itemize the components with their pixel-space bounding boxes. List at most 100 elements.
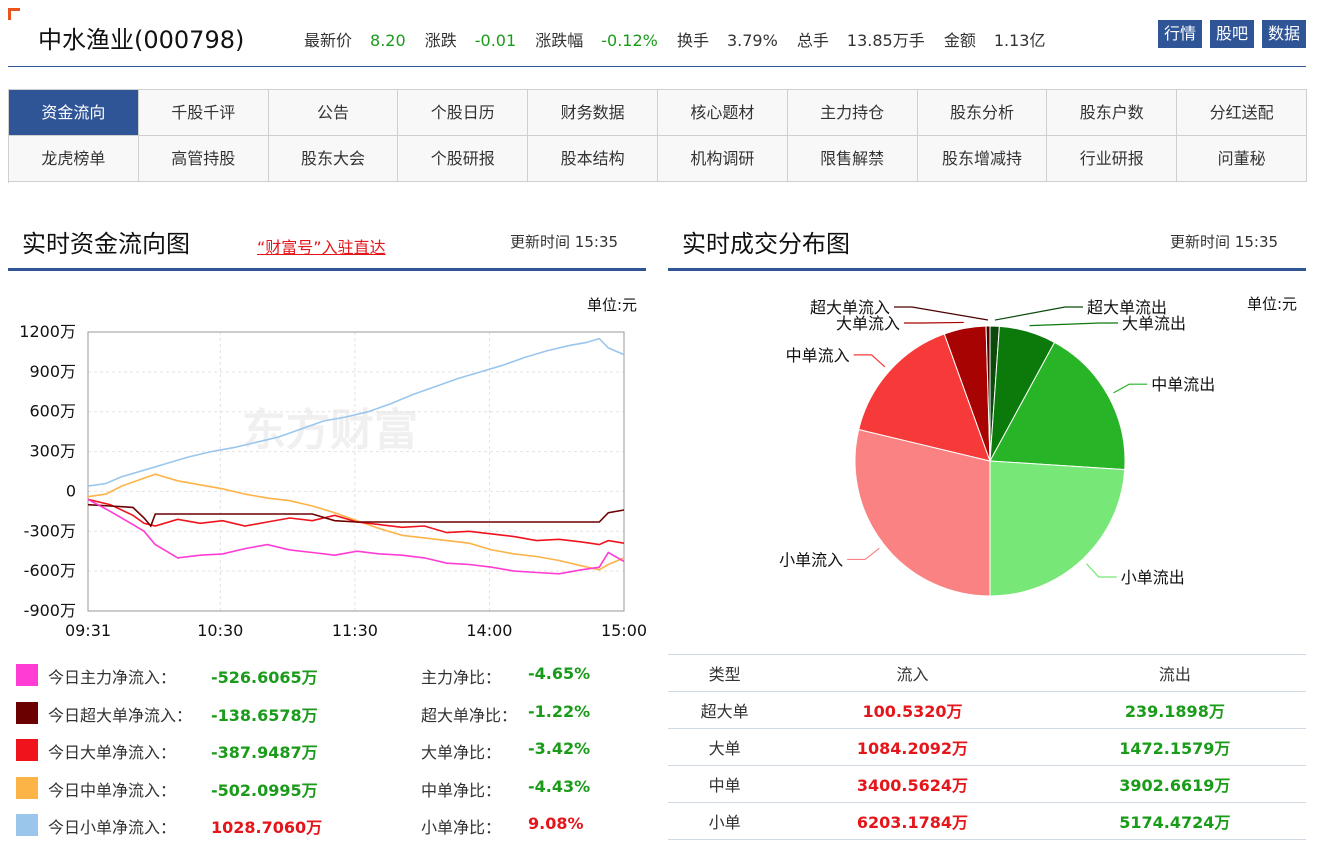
- y-tick-label: 600万: [29, 402, 76, 421]
- legend-swatch-main: [16, 664, 38, 686]
- series-line-medium: [87, 473, 625, 571]
- legend-label: 今日超大单净流入：: [48, 705, 193, 725]
- table-row: 大单 1084.2092万 1472.1579万: [668, 728, 1306, 766]
- nav-tab-r1-0[interactable]: 资金流向: [9, 90, 139, 136]
- legend-ratio-label: 主力净比：: [421, 668, 502, 687]
- quote-button[interactable]: 行情: [1157, 20, 1202, 48]
- quote-volume: 总手 13.85万手: [796, 31, 925, 50]
- pie-slice: [858, 333, 991, 462]
- pie-leader-line: [1086, 563, 1117, 578]
- x-tick-label: 11:30: [332, 621, 378, 640]
- forum-button[interactable]: 股吧: [1209, 20, 1254, 48]
- nav-tab-r1-2[interactable]: 公告: [268, 90, 399, 136]
- left-update-time: 更新时间 15:35: [510, 233, 619, 251]
- legend-ratio-label: 小单净比：: [421, 818, 502, 837]
- legend-value: -387.9487万: [211, 743, 318, 762]
- legend-ratio-value: 9.08%: [528, 814, 584, 833]
- quote-turnover: 换手 3.79%: [676, 31, 778, 50]
- legend-label: 今日大单净流入：: [48, 743, 177, 762]
- legend-row-main: 今日主力净流入： -526.6065万 主力净比： -4.65%: [16, 655, 636, 693]
- left-unit-label: 单位:元: [587, 296, 638, 314]
- nav-tab-r2-6[interactable]: 限售解禁: [787, 136, 918, 182]
- nav-tab-r1-4[interactable]: 财务数据: [528, 90, 658, 136]
- nav-tab-r1-6[interactable]: 主力持仓: [787, 90, 918, 136]
- stock-header: 中水渔业(000798) 最新价 8.20 涨跌 -0.01 涨跌幅 -0.12% 换…: [8, 0, 1306, 67]
- table-header-row: 类型 流入 流出: [668, 654, 1306, 692]
- x-tick-label: 15:00: [601, 621, 647, 640]
- nav-tab-r2-8[interactable]: 行业研报: [1047, 136, 1178, 182]
- nav-tab-r1-9[interactable]: 分红送配: [1177, 90, 1307, 136]
- nav-tab-r2-1[interactable]: 高管持股: [138, 136, 269, 182]
- nav-tab-r1-5[interactable]: 核心题材: [657, 90, 788, 136]
- legend-label: 今日小单净流入：: [48, 818, 177, 837]
- data-button[interactable]: 数据: [1261, 20, 1306, 48]
- table-row: 中单 3400.5624万 3902.6619万: [668, 765, 1306, 803]
- legend-label: 今日中单净流入：: [48, 780, 177, 800]
- nav-tab-r2-3[interactable]: 个股研报: [398, 136, 529, 182]
- watermark-text: 东方财富: [242, 405, 418, 456]
- x-tick-label: 14:00: [466, 621, 512, 640]
- pie-leader-line: [1113, 383, 1148, 394]
- legend-ratio-value: -1.22%: [528, 701, 591, 721]
- stock-name: 中水渔业(000798): [38, 26, 245, 54]
- y-tick-label: -600万: [24, 561, 76, 580]
- y-tick-label: 0: [66, 481, 76, 500]
- nav-tab-r2-2[interactable]: 股东大会: [268, 136, 399, 182]
- pie-label: 大单流入: [836, 314, 900, 333]
- pie-leader-line: [853, 354, 886, 368]
- legend-swatch-large: [16, 739, 38, 761]
- nav-tab-r1-3[interactable]: 个股日历: [398, 90, 529, 136]
- quote-price: 最新价 8.20: [304, 31, 406, 50]
- x-tick-label: 10:30: [197, 621, 243, 640]
- series-line-small: [87, 337, 625, 487]
- nav-tab-r1-1[interactable]: 千股千评: [138, 90, 269, 136]
- x-tick-label: 09:31: [65, 621, 111, 640]
- pie-leader-line: [847, 547, 880, 561]
- nav-row-1: 资金流向 千股千评 公告 个股日历 财务数据 核心题材 主力持仓 股东分析 股东户数 分红送配: [9, 90, 1307, 136]
- legend-value: -502.0995万: [211, 780, 318, 800]
- legend-ratio-value: -4.65%: [528, 664, 591, 683]
- nav-tab-r2-7[interactable]: 股东增减持: [917, 136, 1048, 182]
- legend-swatch-medium: [16, 776, 38, 799]
- quote-amount: 金额 1.13亿: [943, 31, 1046, 50]
- legend-ratio-label: 超大单净比：: [421, 705, 518, 725]
- pie-leader-line: [994, 306, 1083, 321]
- flow-table: 类型 流入 流出 超大单 100.5320万 239.1898万 大单 1084.20…: [668, 654, 1306, 840]
- legend-swatch-super: [16, 701, 38, 724]
- nav-tab-r2-4[interactable]: 股本结构: [528, 136, 658, 182]
- nav-tab-r1-8[interactable]: 股东户数: [1047, 90, 1178, 136]
- quote-change-pct: 涨跌幅 -0.12%: [535, 31, 658, 50]
- pie-leader-line: [904, 321, 964, 324]
- caifuhao-link[interactable]: “财富号”入驻直达: [257, 238, 386, 257]
- right-section-divider: [668, 268, 1306, 271]
- table-row: 超大单 100.5320万 239.1898万: [668, 691, 1306, 729]
- pie-slice: [854, 428, 991, 597]
- nav-tab-r2-0[interactable]: 龙虎榜单: [9, 136, 139, 182]
- legend-value: -526.6065万: [211, 668, 318, 687]
- plot-frame: [87, 331, 625, 612]
- quote-bar: 最新价 8.20 涨跌 -0.01 涨跌幅 -0.12% 换手 3.79% 总手 13.8…: [304, 27, 1059, 51]
- legend-ratio-label: 大单净比：: [421, 743, 502, 762]
- pie-slice: [989, 341, 1126, 471]
- pie-slice: [989, 460, 1126, 597]
- nav-tab-r1-7[interactable]: 股东分析: [917, 90, 1048, 136]
- nav-tab-r2-9[interactable]: 问董秘: [1177, 136, 1307, 182]
- series-line-main: [87, 498, 625, 575]
- legend-row-medium: 今日中单净流入： -502.0995万 中单净比： -4.43%: [16, 768, 636, 806]
- legend-swatch-small: [16, 814, 38, 836]
- pie-label: 小单流出: [1121, 568, 1185, 587]
- legend-row-super: 今日超大单净流入： -138.6578万 超大单净比： -1.22%: [16, 693, 636, 731]
- col-type-header: 类型: [668, 654, 782, 692]
- pie-label: 小单流入: [779, 550, 843, 569]
- table-row: 小单 6203.1784万 5174.4724万: [668, 802, 1306, 840]
- nav-tab-r2-5[interactable]: 机构调研: [657, 136, 788, 182]
- fund-flow-title: 实时资金流向图: [22, 230, 190, 258]
- pie-slice: [985, 325, 991, 462]
- pie-leader-line: [1029, 322, 1118, 327]
- y-tick-label: -300万: [24, 521, 76, 540]
- pie-label: 超大单流出: [1087, 298, 1167, 317]
- pie-label: 中单流出: [1151, 375, 1215, 394]
- pie-leader-line: [894, 306, 989, 321]
- y-tick-label: 900万: [29, 362, 76, 381]
